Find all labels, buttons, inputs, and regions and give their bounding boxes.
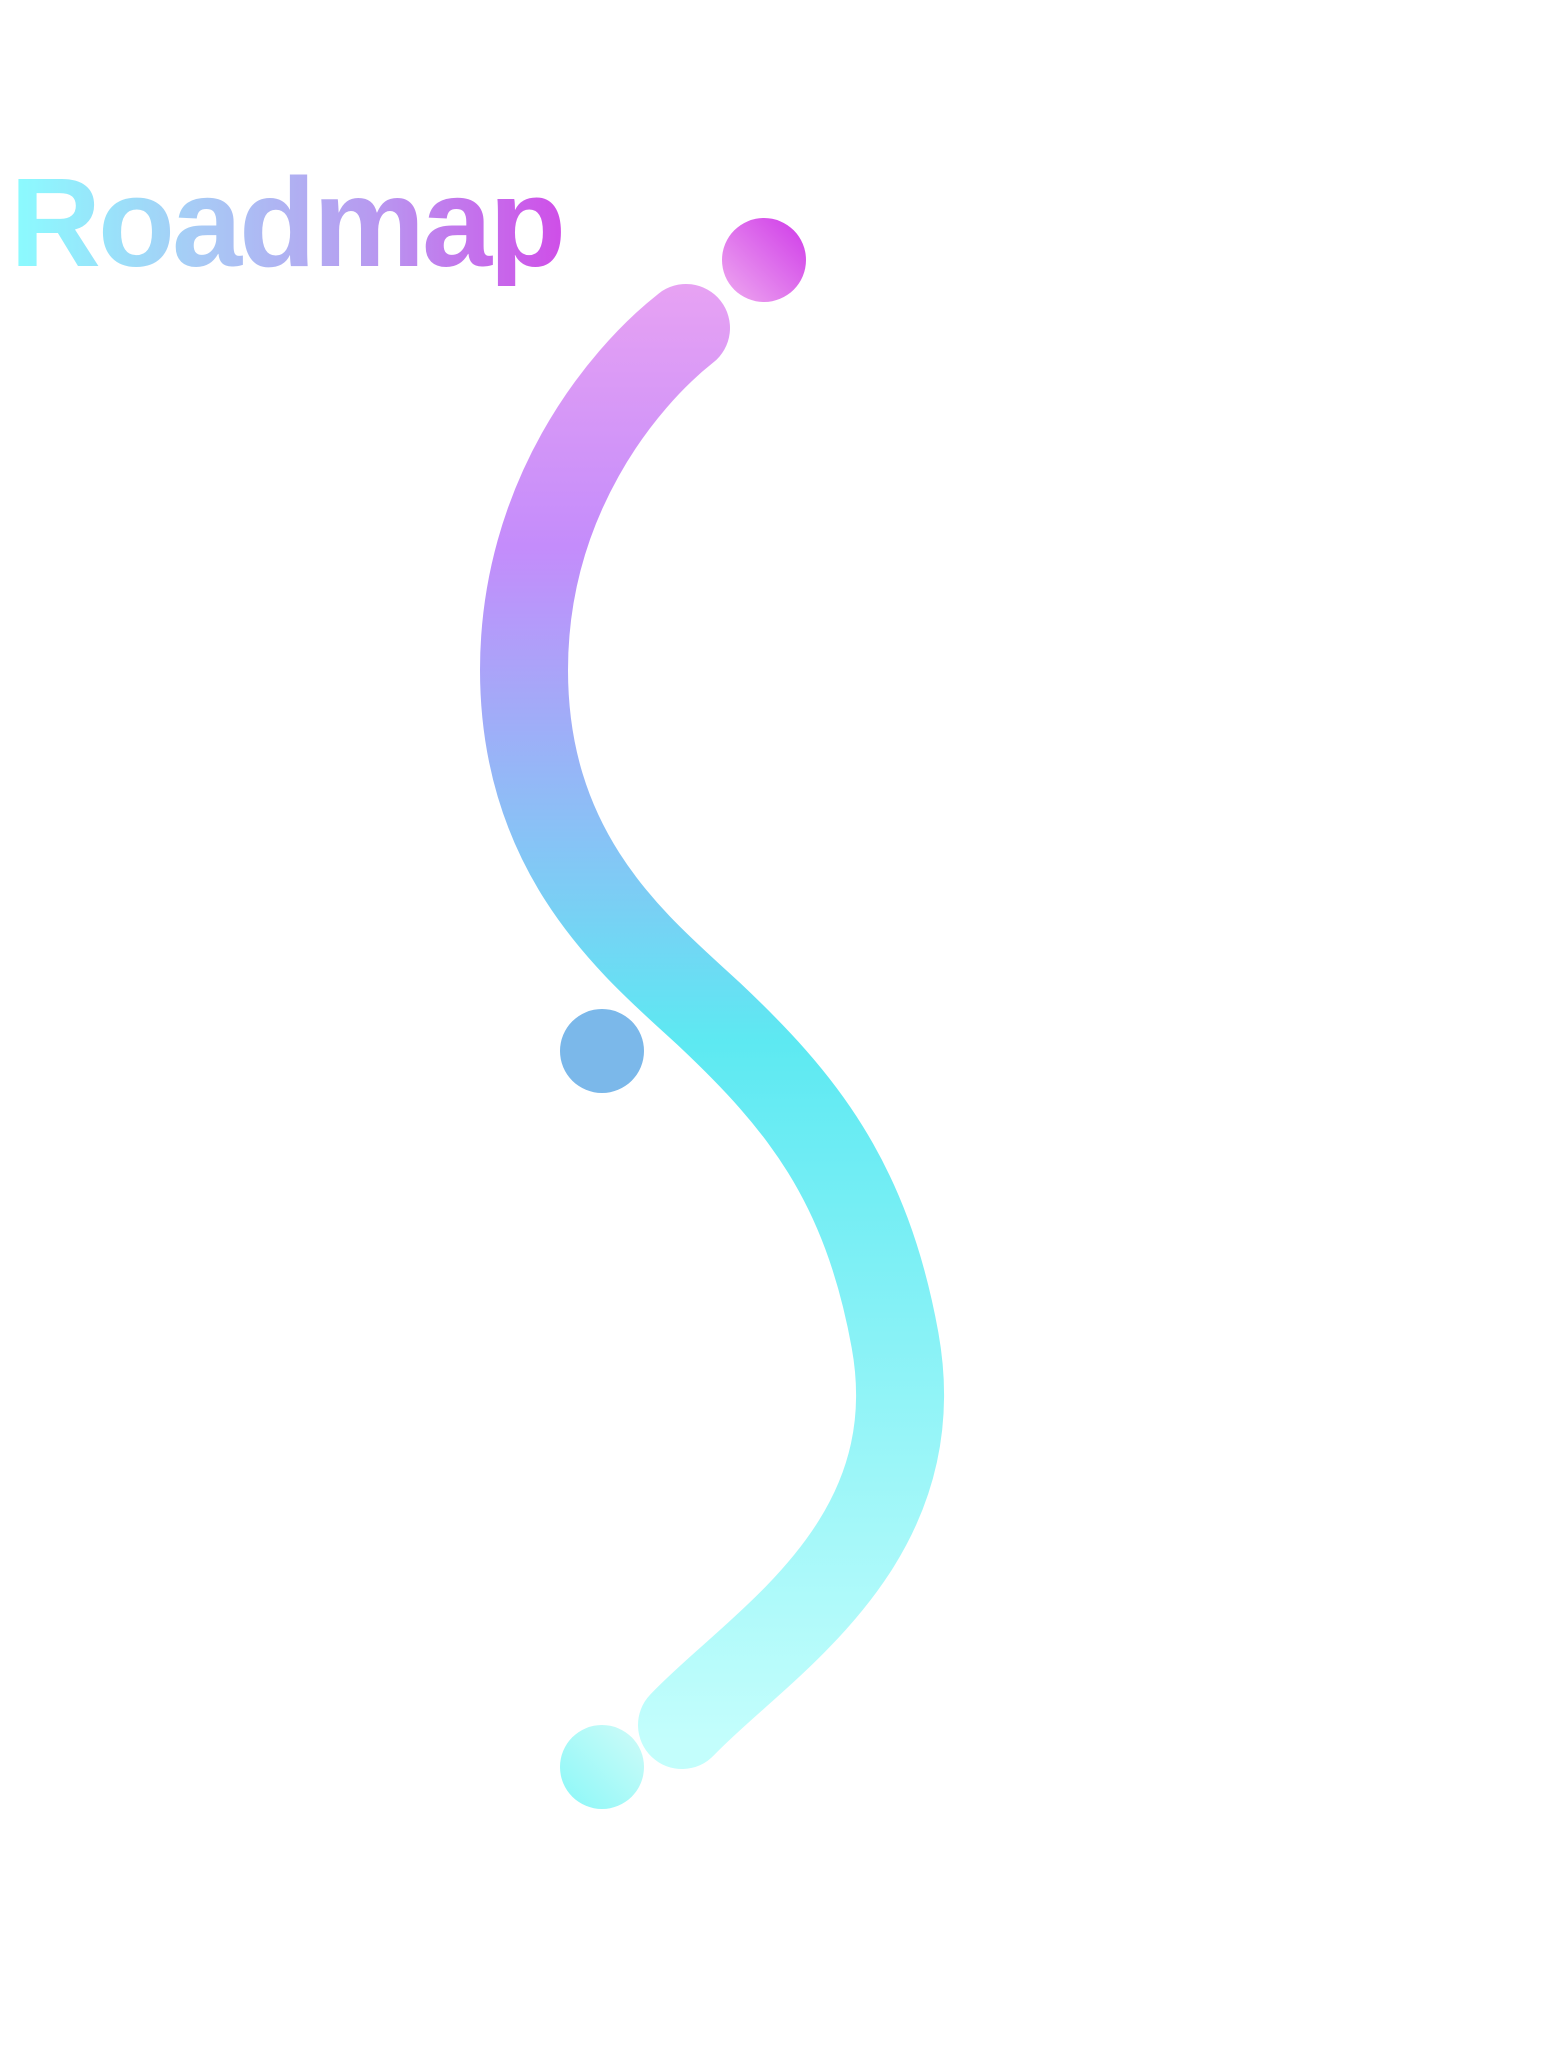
roadmap-path	[480, 284, 945, 1769]
page-title: Roadmap	[10, 152, 566, 293]
milestone-bottom-dot	[560, 1725, 644, 1809]
milestone-top-dot	[722, 218, 806, 302]
milestone-middle-dot	[560, 1009, 644, 1093]
